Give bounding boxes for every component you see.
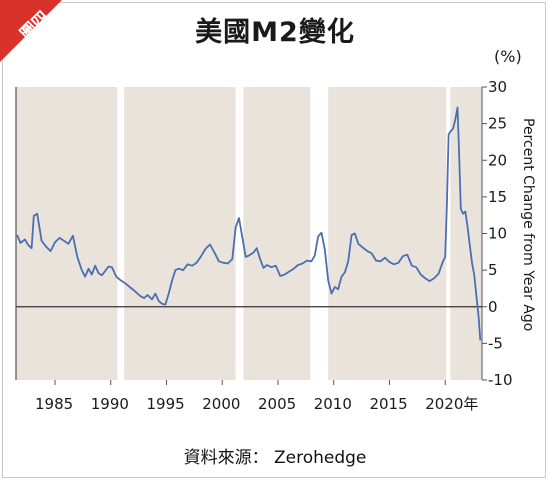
x-axis-ticks: 1985 1990 1995 2000 2005 2010 2015 2020年: [35, 380, 478, 413]
x-tick-label: 1985: [35, 395, 73, 413]
chart-title: 美國M2變化: [195, 17, 355, 48]
figure-badge: 圖四: [0, 0, 80, 80]
y-tick-label: 30: [488, 78, 507, 96]
m2-growth-line: [16, 106, 482, 341]
x-tick-label: 2005: [258, 395, 296, 413]
y-axis-unit: (%): [494, 47, 522, 66]
recession-band: [446, 87, 451, 380]
x-tick-label: 1990: [91, 395, 129, 413]
x-tick-label: 2020年: [425, 395, 478, 413]
source-note: 資料來源： Zerohedge: [183, 448, 367, 468]
y-tick-label: 15: [488, 188, 507, 206]
y-tick-label: 0: [488, 298, 498, 316]
x-tick-label: 2010: [314, 395, 352, 413]
x-tick-label: 2015: [369, 395, 407, 413]
y-tick-label: 5: [488, 261, 498, 279]
y-tick-label: 25: [488, 115, 507, 133]
recession-band: [117, 87, 125, 380]
chart-frame: [2, 2, 546, 478]
y-tick-label: 20: [488, 151, 507, 169]
plot-background: [16, 87, 482, 380]
y-axis-ticks: 30 25 20 15 10 5 0 -5 -10: [482, 78, 513, 389]
y-tick-label: -5: [488, 334, 503, 352]
y-tick-label: -10: [488, 371, 513, 389]
x-tick-label: 1995: [147, 395, 185, 413]
y-tick-label: 10: [488, 225, 507, 243]
recession-band: [235, 87, 244, 380]
y-axis-label: Percent Change from Year Ago: [520, 118, 536, 331]
x-tick-label: 2000: [202, 395, 240, 413]
recession-band: [310, 87, 329, 380]
